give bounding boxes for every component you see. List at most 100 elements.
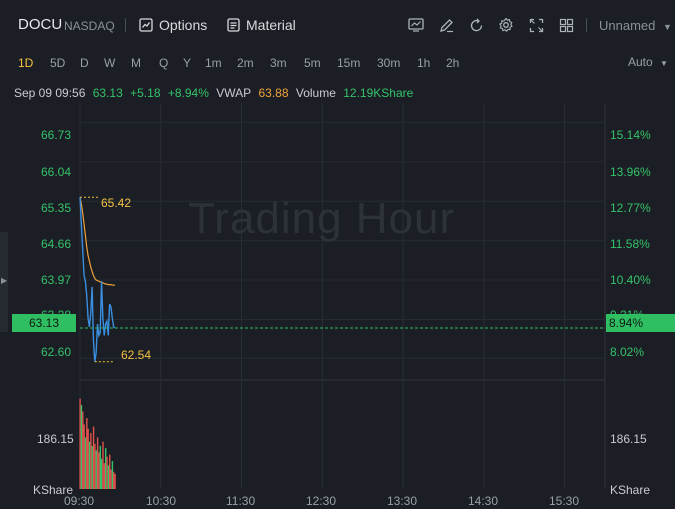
options-icon (139, 18, 153, 32)
volume-bar (100, 458, 103, 489)
ticker-symbol: DOCU (18, 16, 63, 33)
period-y[interactable]: Y (183, 56, 192, 70)
period-5d[interactable]: 5D (50, 56, 66, 70)
volume-bar (91, 445, 93, 489)
volume-bar (106, 456, 108, 489)
price-tick: 65.35 (41, 201, 72, 215)
quote-change-pct: +8.94% (167, 86, 209, 100)
volume-bar (96, 437, 99, 489)
period-3m[interactable]: 3m (270, 56, 287, 70)
pct-tick: 13.96% (610, 165, 651, 179)
indicator-icon[interactable] (406, 15, 426, 35)
volume-bar (114, 473, 116, 489)
layout-grid-icon[interactable] (556, 15, 576, 35)
time-tick: 14:30 (468, 494, 499, 508)
period-1d[interactable]: 1D (18, 56, 34, 70)
time-tick: 11:30 (226, 494, 256, 508)
time-tick: 13:30 (387, 494, 418, 508)
options-button[interactable]: Options (139, 17, 207, 33)
caret-down-icon: ▼ (663, 22, 672, 32)
caret-down-icon: ▼ (660, 59, 668, 68)
layout-name-dropdown[interactable]: Unnamed ▼ (599, 18, 672, 33)
price-line (79, 197, 116, 362)
pct-tick: 15.14% (610, 128, 651, 142)
pct-tick: 8.02% (610, 345, 645, 359)
layout-name: Unnamed (599, 18, 656, 33)
volume-bar (94, 443, 96, 489)
period-2h[interactable]: 2h (446, 56, 460, 70)
volume-bar (102, 441, 104, 489)
top-toolbar: DOCU NASDAQ Options Material Unnam (0, 0, 675, 50)
period-m[interactable]: M (131, 56, 141, 70)
quote-price: 63.13 (92, 86, 123, 100)
refresh-icon[interactable] (466, 15, 486, 35)
scale-mode-label: Auto (628, 55, 653, 69)
current-price-tag: 63.13 (12, 314, 76, 332)
period-d[interactable]: D (80, 56, 89, 70)
vwap-value: 63.88 (258, 86, 289, 100)
volume-bar (88, 441, 91, 489)
settings-icon[interactable] (496, 15, 516, 35)
time-tick: 09:30 (64, 494, 95, 508)
price-tick: 63.97 (41, 273, 72, 287)
volume-bar (83, 424, 85, 489)
fullscreen-icon[interactable] (526, 15, 546, 35)
price-tick: 62.60 (41, 345, 72, 359)
low-marker-label: 62.54 (121, 348, 152, 362)
vwap-line (79, 197, 115, 286)
period-5m[interactable]: 5m (304, 56, 321, 70)
volume-bar (113, 471, 115, 489)
period-30m[interactable]: 30m (377, 56, 401, 70)
quote-info-line: Sep 09 09:56 63.13 +5.18 +8.94% VWAP 63.… (14, 86, 417, 100)
pct-tick: 12.77% (610, 201, 651, 215)
scale-mode-dropdown[interactable]: Auto ▼ (628, 55, 668, 69)
volume-bar (95, 450, 97, 489)
volume-value: 12.19KShare (343, 86, 414, 100)
volume-bar (109, 454, 111, 489)
volume-bar (99, 445, 101, 489)
volume-tick: 186.15 (610, 432, 647, 446)
period-q[interactable]: Q (159, 56, 169, 70)
volume-bar (87, 428, 89, 489)
exchange-label: NASDAQ (64, 19, 115, 33)
volume-bar (82, 411, 84, 489)
period-w[interactable]: W (104, 56, 116, 70)
volume-bar (86, 417, 88, 489)
volume-bar (110, 469, 112, 489)
volume-bar (98, 452, 100, 489)
price-tick: 64.66 (41, 237, 72, 251)
period-selector: 1D 5D D W M Q Y 1m 2m 3m 5m 15m 30m 1h 2… (0, 50, 675, 76)
volume-label: Volume (295, 86, 336, 100)
volume-bar (107, 465, 110, 489)
volume-unit: KShare (33, 483, 74, 497)
time-tick: 15:30 (549, 494, 580, 508)
quote-datetime: Sep 09 09:56 (14, 86, 86, 100)
period-15m[interactable]: 15m (337, 56, 361, 70)
vwap-label: VWAP (216, 86, 252, 100)
divider (586, 18, 587, 32)
current-pct-tag: 8.94% (606, 314, 675, 332)
high-marker-label: 65.42 (101, 196, 132, 210)
volume-bar (104, 448, 107, 489)
volume-bar (103, 463, 106, 489)
time-tick: 12:30 (306, 494, 337, 508)
chart-watermark: Trading Hour (188, 194, 456, 243)
volume-bar (90, 433, 92, 489)
period-1m[interactable]: 1m (205, 56, 222, 70)
material-button[interactable]: Material (227, 17, 296, 33)
volume-unit: KShare (610, 483, 651, 497)
price-tick: 66.73 (41, 128, 72, 142)
time-tick: 10:30 (146, 494, 177, 508)
volume-bar (92, 426, 95, 489)
material-icon (227, 18, 240, 32)
expand-arrow-icon: ▶ (1, 276, 8, 285)
options-label: Options (159, 17, 208, 33)
draw-icon[interactable] (436, 15, 456, 35)
quote-change: +5.18 (130, 86, 161, 100)
volume-tick: 186.15 (37, 432, 74, 446)
period-2m[interactable]: 2m (237, 56, 254, 70)
side-panel-handle[interactable]: ▶ (0, 232, 8, 332)
period-1h[interactable]: 1h (417, 56, 431, 70)
volume-bar (80, 405, 83, 489)
